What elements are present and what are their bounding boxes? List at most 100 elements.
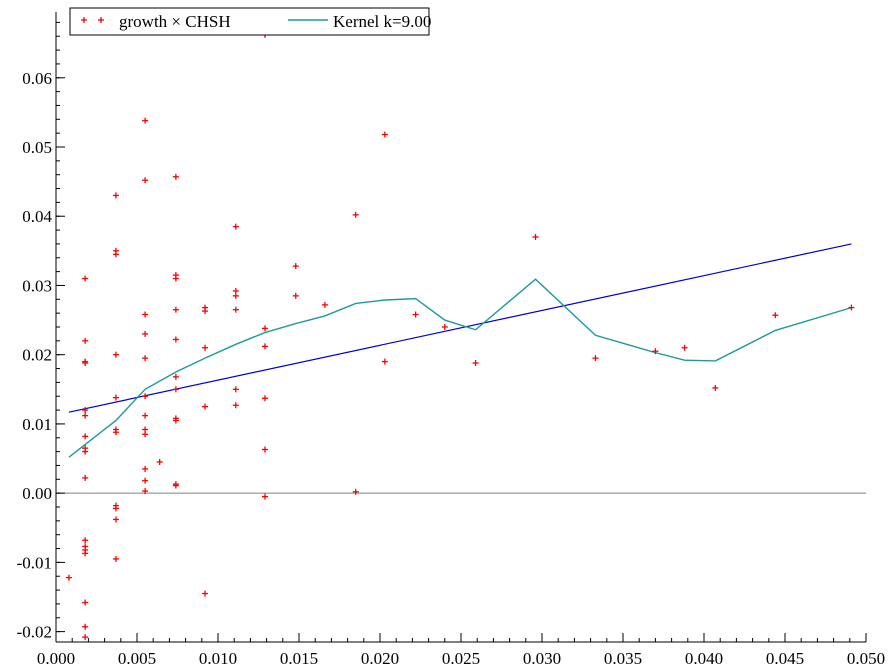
plot-area [56, 31, 866, 641]
scatter-point [142, 311, 149, 318]
y-tick-label: 0.03 [22, 276, 52, 295]
scatter-point [112, 351, 119, 358]
axes: 0.000 0.005 0.010 0.015 0.020 0.025 0.030 0.035… [17, 12, 885, 668]
regression-line [68, 243, 852, 413]
scatter-point [202, 590, 209, 597]
scatter-point [681, 344, 688, 351]
legend: growth × CHSH Kernel k=9.00 [69, 7, 431, 36]
scatter-point [82, 337, 89, 344]
y-tick-label: 0.02 [22, 346, 52, 365]
scatter-point [202, 308, 209, 315]
scatter-point [232, 223, 239, 230]
scatter-point [412, 311, 419, 318]
scatter-point [292, 292, 299, 299]
scatter-point [232, 386, 239, 393]
scatter-point [82, 550, 89, 557]
scatter-point [142, 431, 149, 438]
scatter-point [112, 516, 119, 523]
y-tick-label: -0.02 [17, 623, 52, 642]
scatter-point [381, 358, 388, 365]
scatter-point [352, 488, 359, 495]
scatter-point [112, 505, 119, 512]
scatter-point [172, 275, 179, 282]
y-tick-label: 0.05 [22, 138, 52, 157]
scatter-point [172, 336, 179, 343]
scatter-point [82, 433, 89, 440]
legend-label-kernel: Kernel k=9.00 [333, 12, 431, 31]
legend-box [69, 7, 430, 36]
scatter-point [82, 623, 89, 630]
scatter-point [172, 373, 179, 380]
x-tick-label: 0.040 [685, 649, 723, 668]
scatter-point [142, 330, 149, 337]
y-tick-label: 0.04 [22, 207, 52, 226]
scatter-point [82, 448, 89, 455]
scatter-point [202, 403, 209, 410]
scatter-point [652, 348, 659, 355]
scatter-point [112, 394, 119, 401]
scatter-point [232, 402, 239, 409]
scatter-point [82, 599, 89, 606]
scatter-point [381, 131, 388, 138]
scatter-point [156, 459, 163, 465]
scatter-point [321, 301, 328, 308]
scatter-point [202, 344, 209, 351]
scatter-point [65, 574, 72, 581]
scatter-point [232, 292, 239, 299]
x-tick-label: 0.005 [118, 649, 156, 668]
scatter-point [172, 306, 179, 313]
scatter-point [172, 386, 179, 393]
scatter-point [112, 251, 119, 258]
scatter-point [142, 393, 149, 400]
scatter-point [261, 343, 268, 350]
scatter-point [172, 173, 179, 180]
x-tick-label: 0.025 [442, 649, 480, 668]
scatter-point [592, 355, 599, 362]
scatter-point [472, 360, 479, 366]
scatter-point [82, 360, 89, 366]
scatter-point [292, 263, 299, 270]
scatter-point [82, 407, 89, 414]
scatter-point [112, 429, 119, 436]
scatter-point [112, 192, 119, 199]
x-tick-label: 0.015 [280, 649, 318, 668]
scatter-point [261, 446, 268, 453]
scatter-point [261, 325, 268, 332]
scatter-point [142, 465, 149, 472]
y-tick-label: 0.00 [22, 484, 52, 503]
scatter-point [261, 395, 268, 402]
scatter-point [772, 312, 779, 319]
y-tick-label: 0.01 [22, 415, 52, 434]
scatter-point [142, 488, 149, 495]
scatter-point [82, 474, 89, 481]
scatter-point [172, 417, 179, 424]
scatter-point [712, 384, 719, 391]
scatter-point [142, 117, 149, 124]
scatter-point [142, 477, 149, 484]
y-tick-label: 0.06 [22, 69, 52, 88]
scatter-point [142, 177, 149, 184]
x-tick-label: 0.030 [523, 649, 561, 668]
x-tick-label: 0.050 [847, 649, 885, 668]
scatter-point [142, 412, 149, 419]
x-tick-label: 0.020 [361, 649, 399, 668]
scatter-point [82, 537, 89, 544]
x-tick-label: 0.035 [604, 649, 642, 668]
scatter-point [172, 482, 179, 489]
x-tick-label: 0.045 [766, 649, 804, 668]
x-tick-label: 0.000 [37, 649, 75, 668]
scatter-point [532, 234, 539, 240]
x-tick-label: 0.010 [199, 649, 237, 668]
kernel-line [68, 278, 852, 458]
legend-marker-scatter [98, 17, 104, 23]
scatter-point [232, 306, 239, 313]
scatter-point [82, 634, 89, 641]
legend-label-scatter: growth × CHSH [119, 12, 231, 31]
scatter-point [112, 555, 119, 562]
scatter-point [352, 211, 359, 218]
scatter-point [142, 355, 149, 362]
scatter-point [261, 493, 268, 500]
scatter-point [441, 324, 448, 330]
y-tick-label: -0.01 [17, 553, 52, 572]
